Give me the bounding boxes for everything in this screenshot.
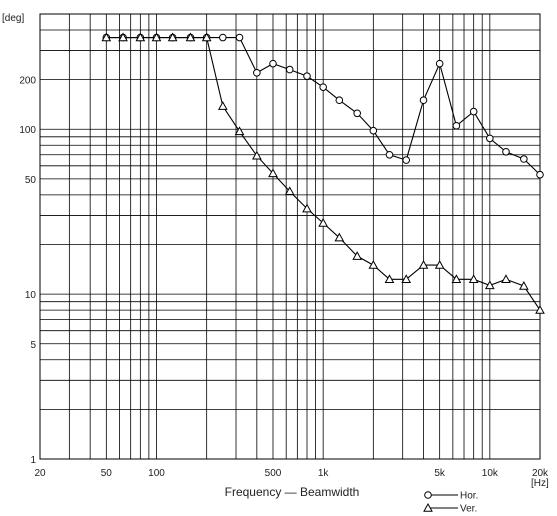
x-tick-label: 20 xyxy=(34,468,46,479)
data-point-ver xyxy=(501,274,511,283)
data-point-ver xyxy=(352,251,363,260)
legend-marker-ver xyxy=(423,502,433,512)
data-point-ver xyxy=(251,150,262,160)
data-point-ver xyxy=(401,274,412,283)
data-point-ver xyxy=(484,280,495,290)
series xyxy=(101,32,545,314)
data-point-ver xyxy=(217,101,228,110)
data-point-ver xyxy=(201,32,212,42)
y-tick-label: 10 xyxy=(25,290,37,301)
data-point-hor xyxy=(419,96,428,105)
data-point-ver xyxy=(318,217,329,227)
data-point-ver xyxy=(167,32,178,42)
data-point-hor xyxy=(369,126,378,135)
data-point-hor xyxy=(536,170,544,179)
data-point-hor xyxy=(335,96,344,105)
data-point-hor xyxy=(469,107,478,116)
x-axis-label: Frequency — Beamwidth xyxy=(225,485,360,499)
y-axis-label: [deg] xyxy=(2,13,24,24)
x-tick-label: 5k xyxy=(434,468,446,479)
data-point-ver xyxy=(334,232,345,242)
data-point-hor xyxy=(285,65,294,74)
x-tick-label: 1k xyxy=(318,468,330,479)
data-point-hor xyxy=(319,83,327,91)
data-point-hor xyxy=(353,109,361,118)
x-tick-label: 500 xyxy=(265,468,282,479)
data-point-hor xyxy=(452,121,461,130)
x-tick-label: 10k xyxy=(482,468,499,479)
data-point-ver xyxy=(284,186,295,196)
data-point-ver xyxy=(434,260,445,269)
data-point-hor xyxy=(402,156,411,164)
data-point-ver xyxy=(135,32,146,42)
data-point-ver xyxy=(185,32,196,42)
y-tick-label: 5 xyxy=(30,340,36,351)
data-point-hor xyxy=(520,155,528,163)
data-point-hor xyxy=(385,150,394,159)
x-tick-label: 100 xyxy=(148,468,165,479)
data-point-ver xyxy=(451,274,462,283)
y-tick-label: 200 xyxy=(19,76,36,87)
data-point-ver xyxy=(268,168,278,178)
data-point-ver xyxy=(302,203,312,213)
legend: Hor. Ver. xyxy=(423,491,478,515)
y-tick-label: 100 xyxy=(19,125,36,136)
data-point-hor xyxy=(253,68,261,77)
legend-label-ver: Ver. xyxy=(460,504,477,515)
data-point-ver xyxy=(384,274,395,283)
y-tick-label: 1 xyxy=(30,455,36,466)
data-point-ver xyxy=(101,32,112,42)
data-point-hor xyxy=(269,59,277,68)
data-point-ver xyxy=(418,260,429,269)
data-point-ver xyxy=(535,305,545,314)
data-point-hor xyxy=(486,134,494,143)
data-point-ver xyxy=(151,32,162,42)
y-tick-label: 50 xyxy=(25,175,37,186)
data-point-hor xyxy=(303,72,311,80)
grid xyxy=(39,13,541,460)
data-point-hor xyxy=(435,59,444,68)
x-axis-unit: [Hz] xyxy=(531,478,549,489)
x-tick-label: 50 xyxy=(101,468,113,479)
tick-labels: 20 50 100 500 1k 5k 10k 20k 1 5 10 50 100 200 xyxy=(19,76,549,479)
data-point-ver xyxy=(118,32,128,42)
plot-frame xyxy=(39,13,541,460)
data-point-ver xyxy=(234,126,245,136)
legend-marker-hor xyxy=(424,491,432,499)
legend-label-hor: Hor. xyxy=(460,491,478,502)
data-point-ver xyxy=(518,280,529,290)
data-point-ver xyxy=(468,274,479,283)
data-point-hor xyxy=(235,33,244,42)
x-tick-label: 20k xyxy=(532,468,549,479)
data-point-hor xyxy=(502,147,510,156)
data-point-hor xyxy=(219,33,227,42)
data-point-ver xyxy=(368,260,379,269)
